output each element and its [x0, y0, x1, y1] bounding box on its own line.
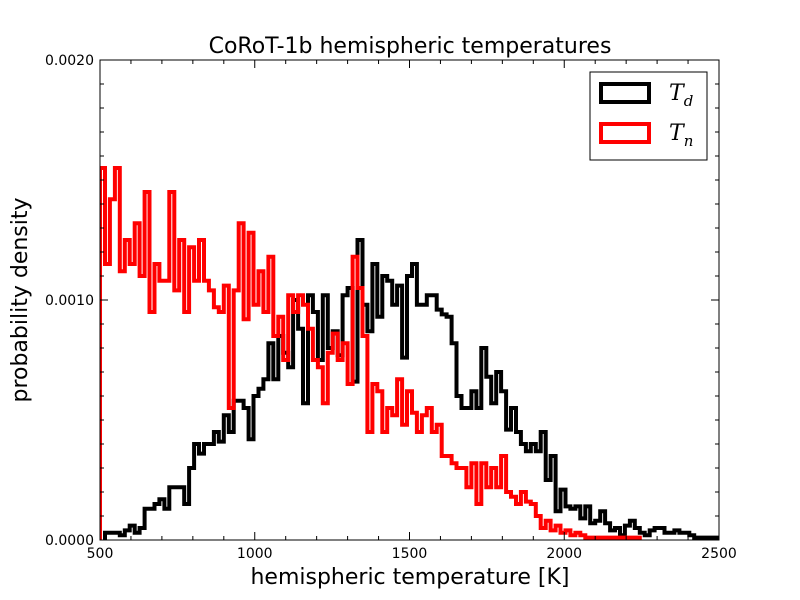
- x-tick-label: 1500: [392, 546, 428, 562]
- legend-swatch-n: [599, 122, 651, 144]
- x-axis-label: hemispheric temperature [K]: [250, 565, 569, 590]
- x-tick-label: 2000: [546, 546, 582, 562]
- y-tick-label: 0.0020: [45, 53, 94, 69]
- series-t-n-step: [100, 166, 642, 540]
- plot-area: 500 1000 1500 2000 2500 0.0000 0.0010 0.0020: [45, 53, 737, 562]
- chart-title: CoRoT-1b hemispheric temperatures: [209, 34, 612, 59]
- series-group: [100, 166, 719, 540]
- legend-swatch-d: [599, 82, 651, 104]
- x-tick-label: 2500: [701, 546, 737, 562]
- y-tick-label: 0.0010: [45, 293, 94, 309]
- x-tick-label: 1000: [237, 546, 273, 562]
- x-tick-label: 500: [87, 546, 114, 562]
- legend-label-d: Td: [669, 81, 693, 110]
- series-t-d-step: [103, 238, 719, 540]
- legend-label-n: Tn: [669, 121, 693, 150]
- legend: Td Tn: [589, 71, 708, 161]
- y-axis-label: probability density: [8, 197, 33, 402]
- y-tick-label: 0.0000: [45, 533, 94, 549]
